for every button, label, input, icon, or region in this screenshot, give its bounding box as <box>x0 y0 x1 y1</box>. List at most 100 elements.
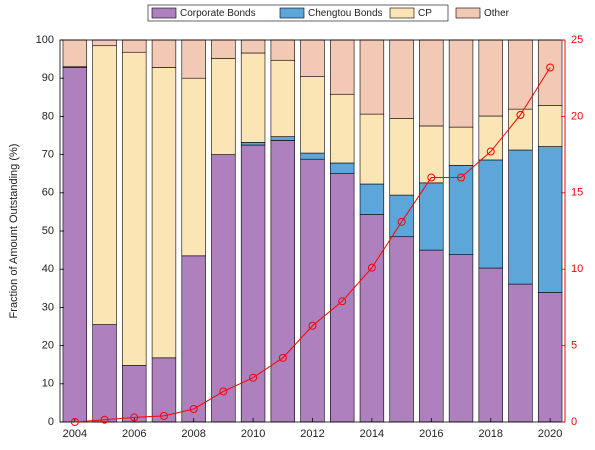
legend-label: Corporate Bonds <box>180 8 256 19</box>
bar-segment <box>419 249 444 423</box>
x-tick-label: 2020 <box>538 428 562 440</box>
bar-segment <box>478 159 503 269</box>
bar-segment <box>270 59 295 137</box>
line-marker <box>100 415 109 424</box>
y2-tick-label: 5 <box>571 340 577 352</box>
line-marker <box>249 373 258 382</box>
bar-segment <box>211 39 236 59</box>
line-marker <box>159 411 168 420</box>
bar-segment <box>92 45 117 325</box>
bar-segment <box>508 283 533 423</box>
y-tick-label: 10 <box>42 378 54 390</box>
y-tick-label: 30 <box>42 301 54 313</box>
y-axis-label: Fraction of Amount Outstanding (%) <box>8 144 20 319</box>
line-marker <box>397 217 406 226</box>
bar-segment <box>300 158 325 423</box>
bar-segment <box>151 39 177 68</box>
bar-segment <box>122 51 147 366</box>
bar-segment <box>478 267 503 423</box>
line-marker <box>457 173 466 182</box>
y2-tick-label: 25 <box>571 34 583 46</box>
line-marker <box>130 413 139 422</box>
bar-segment <box>448 164 474 255</box>
x-tick-label: 2014 <box>360 428 384 440</box>
line-marker <box>546 63 555 72</box>
bar-segment <box>478 115 503 161</box>
bar-segment <box>419 182 444 251</box>
bar-segment <box>240 142 266 146</box>
bar-segment <box>270 39 295 61</box>
line-marker <box>308 321 317 330</box>
bar-segment <box>151 67 177 359</box>
bar-segment <box>330 39 355 95</box>
bar-segment <box>389 236 414 423</box>
bar-segment <box>389 118 414 196</box>
bar-segment <box>211 58 236 155</box>
x-tick-label: 2010 <box>241 428 265 440</box>
bar-segment <box>508 39 533 110</box>
line-marker <box>278 353 287 362</box>
bar-segment <box>240 144 266 423</box>
bar-segment <box>389 39 414 119</box>
line-marker <box>367 263 376 272</box>
x-tick-label: 2016 <box>419 428 443 440</box>
y2-tick-label: 15 <box>571 187 583 199</box>
bar-segment <box>359 183 385 215</box>
bar-segment <box>537 146 563 293</box>
bar-segment <box>537 292 563 423</box>
y-tick-label: 90 <box>42 72 54 84</box>
bar-segment <box>330 162 355 174</box>
bar-segment <box>62 67 88 423</box>
bar-segment <box>359 214 385 423</box>
bar-segment <box>508 149 533 285</box>
x-tick-label: 2008 <box>181 428 205 440</box>
line-series <box>74 67 551 423</box>
y-tick-label: 80 <box>42 110 54 122</box>
line-marker <box>516 110 525 119</box>
bar-segment <box>92 39 117 47</box>
x-tick-label: 2006 <box>122 428 146 440</box>
line-marker <box>189 405 198 414</box>
bar-segment <box>270 140 295 423</box>
y2-tick-label: 0 <box>571 416 577 428</box>
bar-segment <box>240 39 266 54</box>
legend-swatch <box>151 7 177 19</box>
bar-segment <box>300 152 325 160</box>
y-tick-label: 50 <box>42 225 54 237</box>
legend-swatch <box>455 7 481 19</box>
bar-segment <box>300 76 325 154</box>
bar-segment <box>211 154 236 423</box>
line-marker <box>486 147 495 156</box>
legend-swatch <box>279 7 305 19</box>
y-tick-label: 20 <box>42 340 54 352</box>
bar-segment <box>478 39 503 117</box>
legend-label: Other <box>484 8 510 19</box>
bar-segment <box>181 39 206 79</box>
y-tick-label: 100 <box>36 34 54 46</box>
y-tick-label: 60 <box>42 187 54 199</box>
y2-tick-label: 20 <box>571 110 583 122</box>
bar-segment <box>62 39 88 68</box>
bar-segment <box>300 39 325 77</box>
bar-segment <box>240 52 266 143</box>
bar-segment <box>181 77 206 257</box>
legend-label: CP <box>418 8 432 19</box>
bar-segment <box>92 324 117 423</box>
x-tick-label: 2018 <box>478 428 502 440</box>
bar-segment <box>389 194 414 238</box>
line-marker <box>219 387 228 396</box>
legend-label: Chengtou Bonds <box>308 8 383 19</box>
line-marker <box>427 173 436 182</box>
bar-segment <box>448 39 474 128</box>
y-tick-label: 40 <box>42 263 54 275</box>
bar-segment <box>359 113 385 185</box>
bar-segment <box>181 255 206 423</box>
legend-swatch <box>389 7 415 19</box>
bar-segment <box>270 136 295 141</box>
y2-tick-label: 10 <box>571 263 583 275</box>
bar-segment <box>122 39 147 53</box>
bar-segment <box>330 93 355 164</box>
line-marker <box>70 418 79 426</box>
